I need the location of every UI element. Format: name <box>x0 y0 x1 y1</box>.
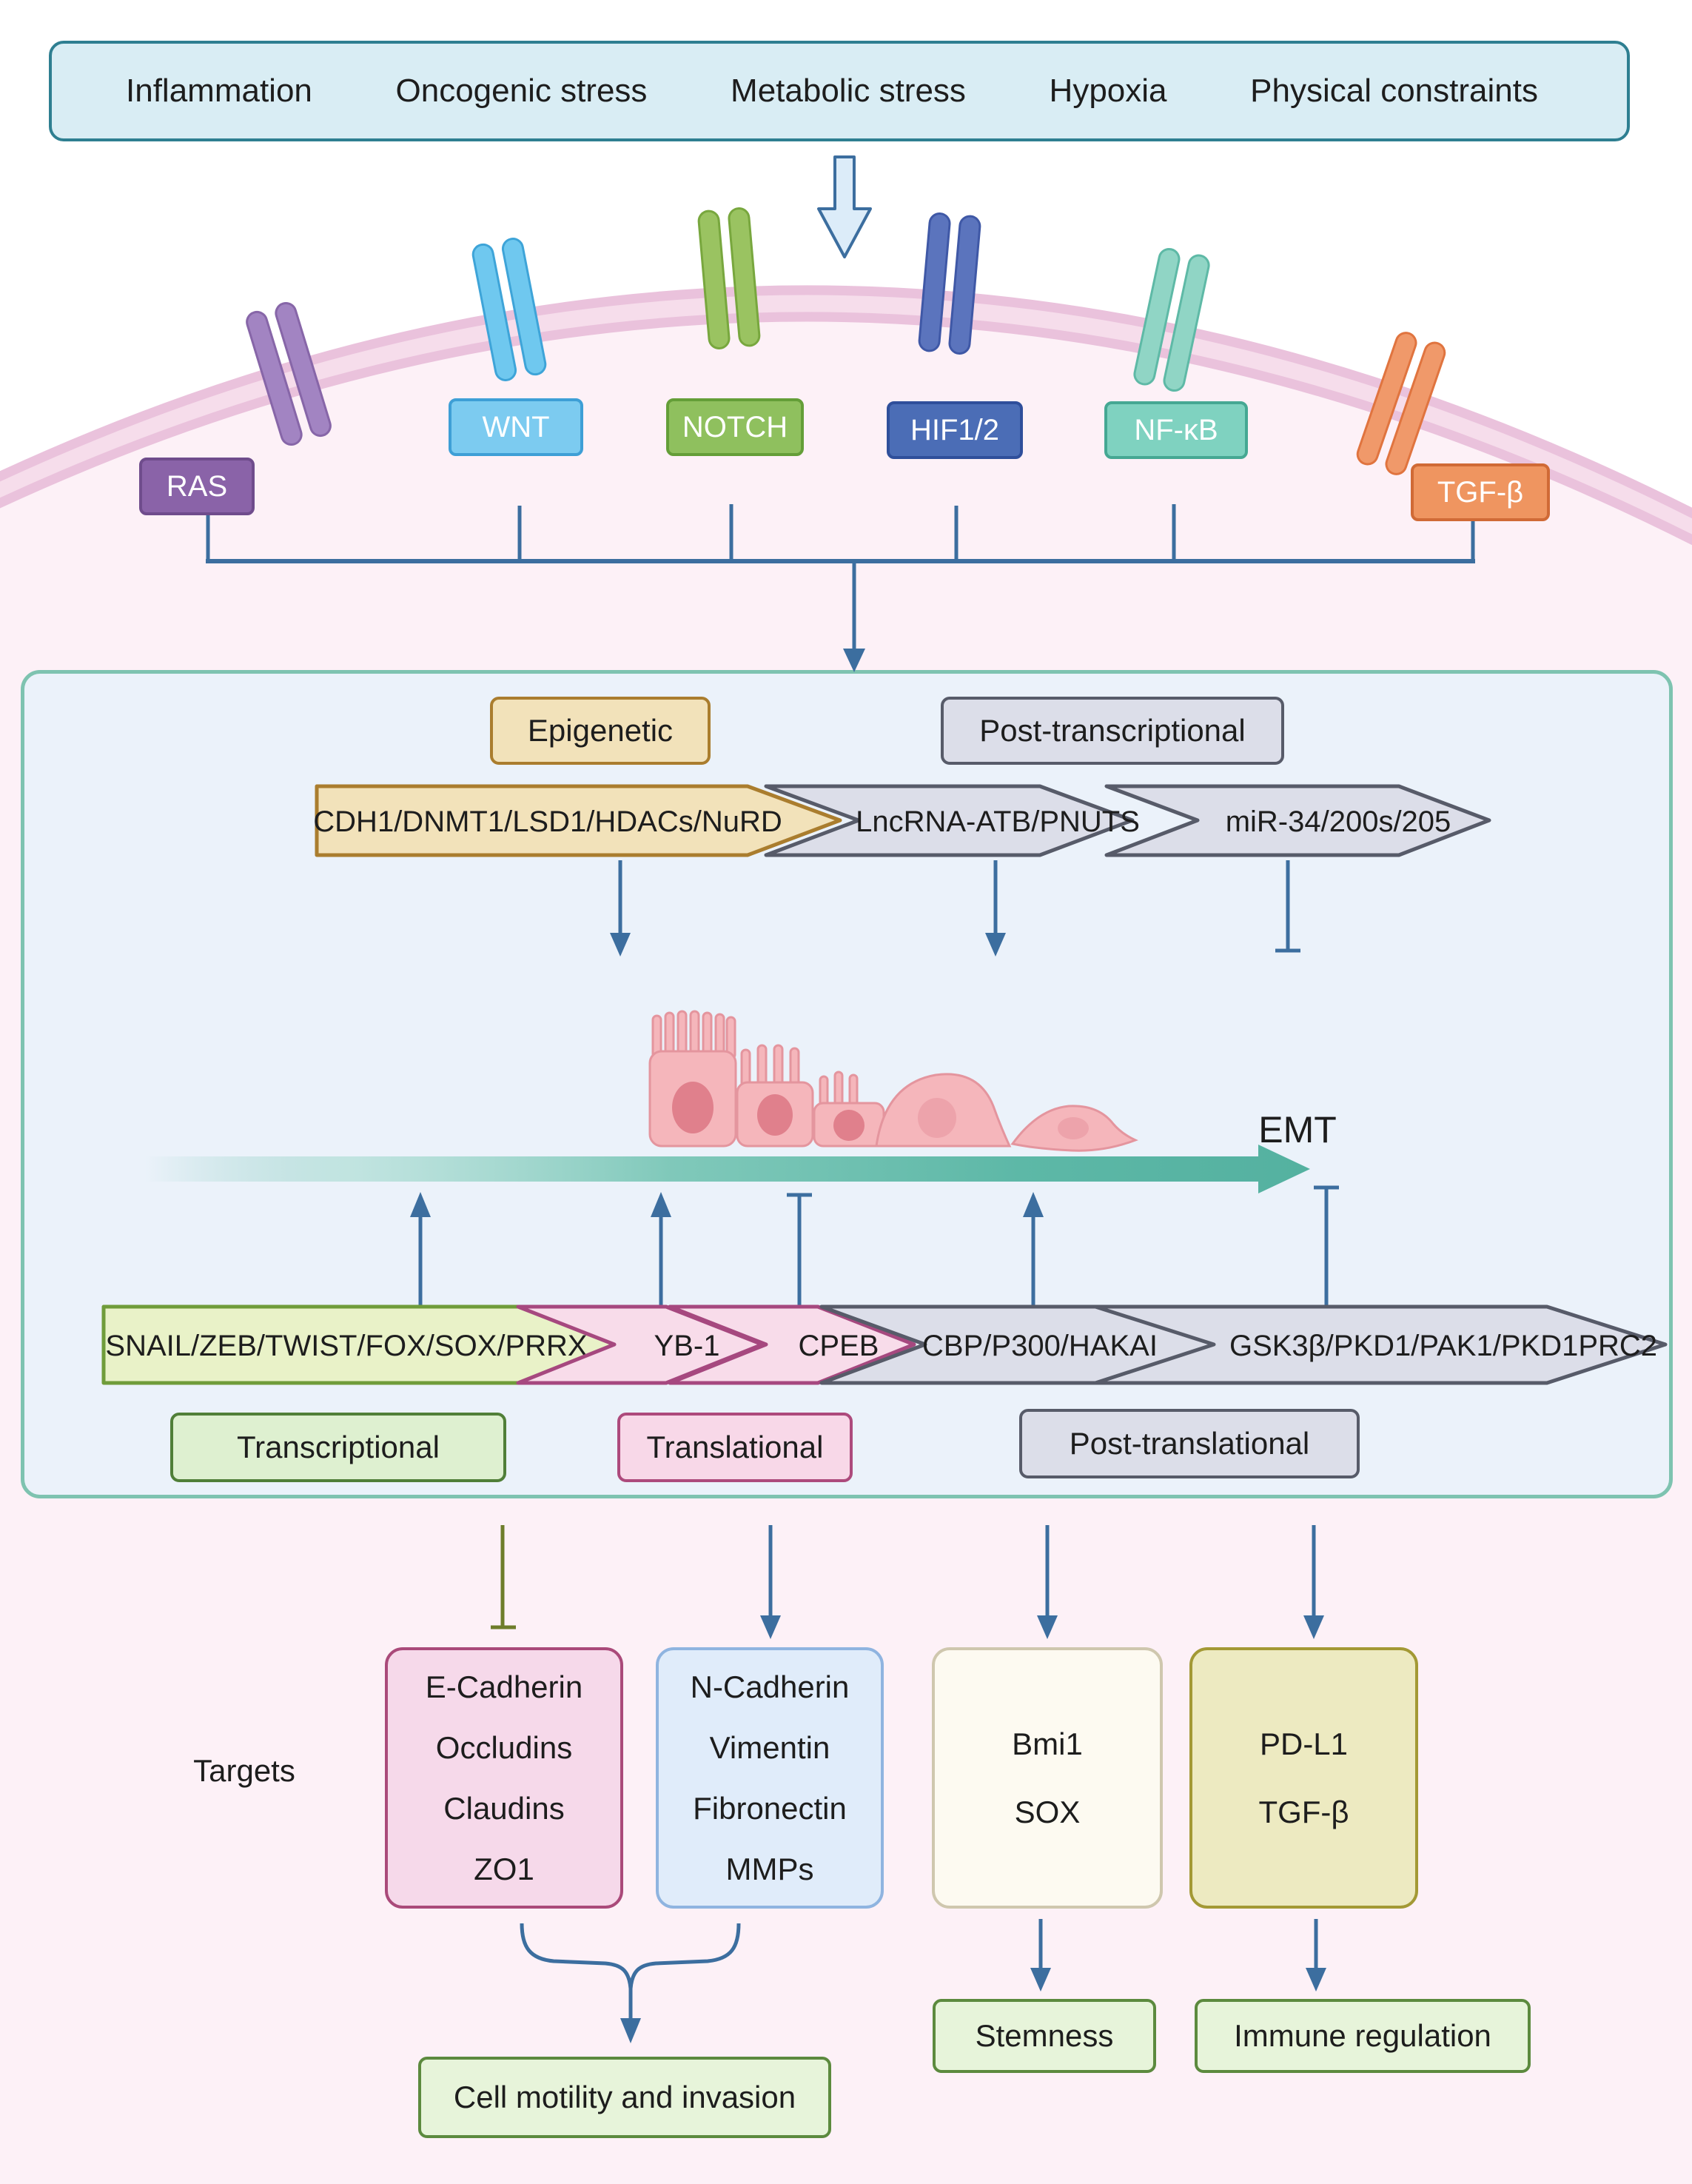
wnt-receptor-icon <box>471 238 547 381</box>
svg-text:LncRNA-ATB/PNUTS: LncRNA-ATB/PNUTS <box>856 805 1140 838</box>
ras-label: RAS <box>139 458 255 515</box>
stressor-metabolic: Metabolic stress <box>731 73 966 109</box>
notch-receptor-icon <box>697 207 761 349</box>
hif-label: HIF1/2 <box>887 401 1023 459</box>
targets-label: Targets <box>193 1753 295 1788</box>
cell-membrane <box>0 285 1692 546</box>
svg-text:CPEB: CPEB <box>799 1330 879 1362</box>
epithelial-targets-box: E-Cadherin Occludins Claudins ZO1 <box>385 1647 623 1909</box>
target-item: Bmi1 <box>1012 1726 1083 1761</box>
yb1-activation-arrow <box>651 1192 671 1305</box>
epigenetic-label: Epigenetic <box>490 697 711 765</box>
svg-text:YB-1: YB-1 <box>654 1330 720 1362</box>
banner-cpeb: CPEB <box>668 1304 916 1385</box>
target-item: MMPs <box>725 1851 814 1886</box>
stressor-hypoxia: Hypoxia <box>1049 73 1167 109</box>
banner-mir: miR-34/200s/205 <box>1104 784 1491 857</box>
wnt-label: WNT <box>449 398 583 456</box>
banner-lncrna: LncRNA-ATB/PNUTS <box>764 784 1140 857</box>
banner-epigenetic-effectors: CDH1/DNMT1/LSD1/HDACs/NuRD <box>313 784 842 857</box>
stress-down-arrow-icon <box>817 155 872 258</box>
svg-text:CBP/P300/HAKAI: CBP/P300/HAKAI <box>922 1330 1158 1362</box>
ras-receptor-icon <box>246 301 332 446</box>
motility-arrow <box>620 1989 641 2043</box>
immune-targets-box: PD-L1 TGF-β <box>1189 1647 1418 1909</box>
target-item: E-Cadherin <box>425 1669 583 1704</box>
emt-inhibits-epithelial-bar <box>491 1525 516 1629</box>
svg-text:CDH1/DNMT1/LSD1/HDACs/NuRD: CDH1/DNMT1/LSD1/HDACs/NuRD <box>313 805 782 838</box>
nfkb-label: NF-κB <box>1104 401 1248 459</box>
stemness-arrow <box>1030 1919 1051 1992</box>
target-item: Fibronectin <box>693 1790 847 1826</box>
emt-label: EMT <box>1258 1109 1337 1150</box>
epigenetic-activation-arrow <box>610 860 631 957</box>
target-item: TGF-β <box>1258 1794 1349 1829</box>
target-item: PD-L1 <box>1259 1726 1349 1761</box>
targets-merge-brace <box>520 1923 741 1989</box>
target-item: SOX <box>1014 1794 1081 1829</box>
gsk-inhibition-bar <box>1314 1185 1339 1305</box>
banner-transcription-factors: SNAIL/ZEB/TWIST/FOX/SOX/PRRX <box>101 1304 628 1385</box>
hif-receptor-icon <box>918 212 981 355</box>
nfkb-receptor-icon <box>1133 247 1210 392</box>
transcriptional-label: Transcriptional <box>170 1413 506 1482</box>
stemness-box: Stemness <box>933 1999 1156 2073</box>
target-item: N-Cadherin <box>690 1669 850 1704</box>
immune-regulation-box: Immune regulation <box>1195 1999 1531 2073</box>
emt-progress-arrow <box>145 1145 1310 1193</box>
lncrna-activation-arrow <box>985 860 1006 957</box>
stressor-inflammation: Inflammation <box>126 73 312 109</box>
banner-yb1: YB-1 <box>516 1304 765 1385</box>
mir-inhibition-bar <box>1275 860 1300 953</box>
post-translational-label: Post-translational <box>1019 1409 1360 1478</box>
signal-collector-bracket <box>206 504 1475 672</box>
target-item: Claudins <box>443 1790 565 1826</box>
mesenchymal-targets-box: N-Cadherin Vimentin Fibronectin MMPs <box>656 1647 884 1909</box>
immune-arrow <box>1306 1919 1326 1992</box>
cbp-activation-arrow <box>1023 1192 1044 1305</box>
cpeb-inhibition-bar <box>787 1193 812 1305</box>
notch-label: NOTCH <box>666 398 804 456</box>
tgfb-label: TGF-β <box>1411 463 1550 521</box>
cell-motility-box: Cell motility and invasion <box>418 2057 831 2138</box>
stressor-physical: Physical constraints <box>1250 73 1538 109</box>
emt-induces-stemness-genes-arrow <box>1037 1525 1058 1639</box>
emt-induces-mesenchymal-arrow <box>760 1525 781 1639</box>
svg-text:miR-34/200s/205: miR-34/200s/205 <box>1226 805 1451 838</box>
tf-activation-arrow <box>410 1192 431 1305</box>
translational-label: Translational <box>617 1413 853 1482</box>
target-item: Vimentin <box>709 1729 830 1765</box>
tgfb-receptor-icon <box>1356 332 1446 475</box>
banner-gsk: GSK3β/PKD1/PAK1/PKD1PRC2 <box>1093 1304 1668 1385</box>
stressor-oncogenic: Oncogenic stress <box>395 73 648 109</box>
post-transcriptional-label: Post-transcriptional <box>941 697 1284 765</box>
emt-induces-immune-genes-arrow <box>1303 1525 1324 1639</box>
stemness-targets-box: Bmi1 SOX <box>932 1647 1163 1909</box>
target-item: ZO1 <box>474 1851 534 1886</box>
stressors-box: Inflammation Oncogenic stress Metabolic … <box>49 41 1630 141</box>
svg-text:SNAIL/ZEB/TWIST/FOX/SOX/PRRX: SNAIL/ZEB/TWIST/FOX/SOX/PRRX <box>105 1330 587 1362</box>
emt-cells-illustration <box>648 1010 1138 1152</box>
target-item: Occludins <box>435 1729 573 1765</box>
svg-text:GSK3β/PKD1/PAK1/PKD1PRC2: GSK3β/PKD1/PAK1/PKD1PRC2 <box>1229 1330 1657 1362</box>
